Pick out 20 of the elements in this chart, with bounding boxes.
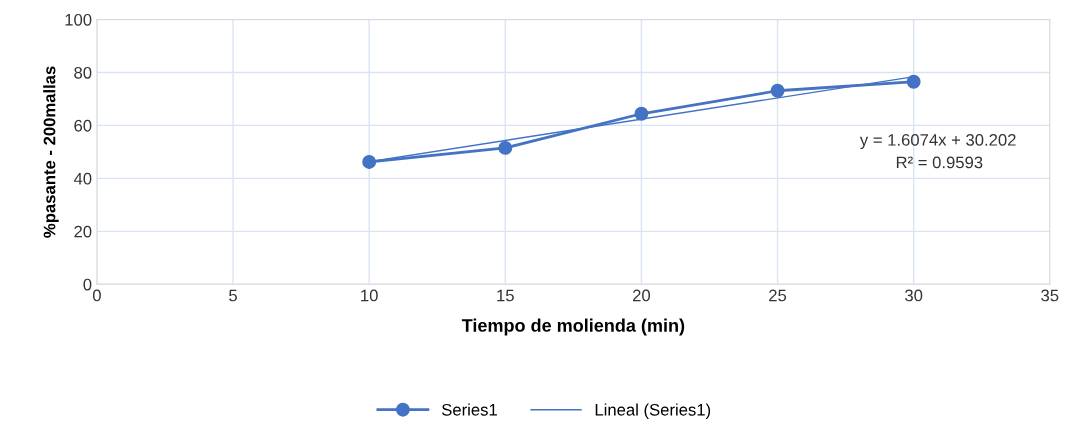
x-tick-label: 5 xyxy=(229,289,237,302)
y-tick-label: 40 xyxy=(73,172,92,185)
x-axis-title: Tiempo de molienda (min) xyxy=(461,318,685,336)
x-tick-label: 0 xyxy=(92,289,101,302)
x-tick-label: 20 xyxy=(632,289,651,302)
x-tick-label: 15 xyxy=(497,289,514,302)
x-tick-label: 30 xyxy=(905,289,923,302)
y-tick-label: 20 xyxy=(74,225,92,238)
legend-label: Lineal (Series1) xyxy=(595,403,711,419)
y-axis-title: %pasante - 200mallas xyxy=(43,66,59,238)
x-tick-label: 10 xyxy=(361,289,378,302)
annotation: R² = 0.9593 xyxy=(896,156,983,169)
y-tick-label: 100 xyxy=(65,13,92,26)
y-tick-label: 60 xyxy=(74,119,92,132)
y-tick-label: 0 xyxy=(83,278,92,291)
x-tick-label: 35 xyxy=(1041,289,1059,302)
y-tick-label: 80 xyxy=(74,66,92,79)
annotation: y = 1.6074x + 30.202 xyxy=(859,133,1016,150)
legend-label: Series1 xyxy=(441,403,497,416)
x-tick-label: 25 xyxy=(769,289,787,302)
